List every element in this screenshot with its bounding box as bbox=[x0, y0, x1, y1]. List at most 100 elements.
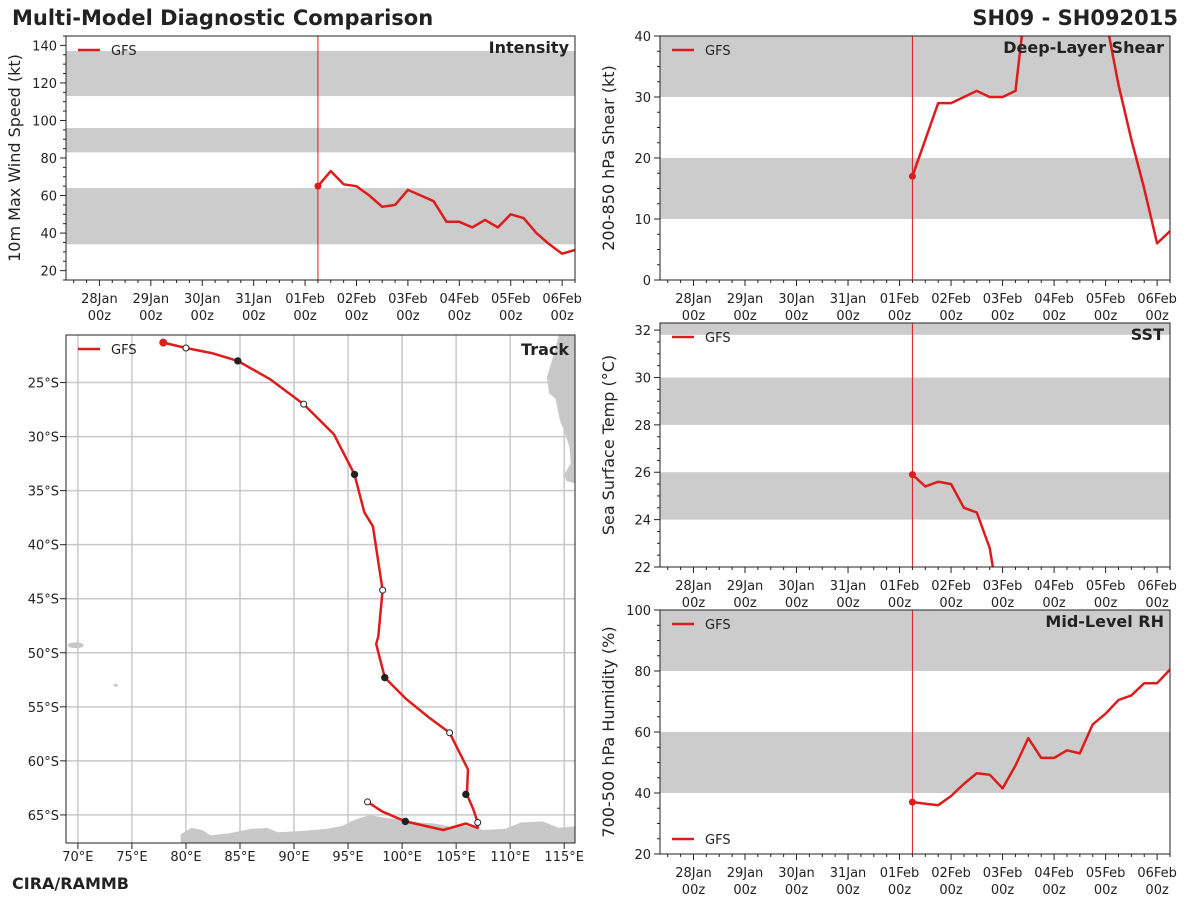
track-marker-9 bbox=[474, 818, 482, 826]
sst-title: SST bbox=[1131, 325, 1164, 344]
shear-xtick-hour-4: 00z bbox=[888, 309, 912, 324]
shear-title: Deep-Layer Shear bbox=[1003, 38, 1164, 57]
track-xtick-label-5: 95°E bbox=[332, 850, 363, 865]
sst-xtick-hour-2: 00z bbox=[785, 596, 809, 611]
rh-series-gfs bbox=[912, 668, 1170, 807]
intensity-xtick-hour-4: 00z bbox=[293, 309, 317, 324]
shear-ylabel: 200-850 hPa Shear (kt) bbox=[599, 65, 618, 251]
land-group bbox=[67, 335, 575, 843]
sst-xtick-hour-8: 00z bbox=[1094, 596, 1118, 611]
shear-ytick-label-1: 10 bbox=[634, 213, 651, 228]
sst-xtick-hour-3: 00z bbox=[836, 596, 860, 611]
track-marker-10 bbox=[401, 817, 410, 826]
rh-xtick-hour-1: 00z bbox=[733, 883, 757, 898]
shear-init-point bbox=[908, 172, 916, 180]
storm-id: SH09 - SH092015 bbox=[972, 6, 1178, 30]
shear-panel: 0 10 20 30 40 28Jan 00z 29Jan 00z 30Jan 00z 31Jan 00… bbox=[599, 30, 1177, 324]
rh-ytick-label-2: 60 bbox=[634, 726, 651, 741]
rh-init-point bbox=[908, 798, 916, 806]
track-xtick-label-8: 110°E bbox=[490, 850, 530, 865]
sst-band-1 bbox=[660, 377, 1170, 425]
track-marker-5 bbox=[379, 586, 387, 594]
sst-xtick-day-0: 28Jan bbox=[675, 579, 712, 594]
intensity-ytick-label-3: 80 bbox=[40, 152, 57, 167]
track-marker-6 bbox=[381, 673, 389, 682]
intensity-xtick-day-7: 04Feb bbox=[440, 292, 480, 307]
shear-xtick-day-5: 02Feb bbox=[931, 292, 971, 307]
rh-ytick-label-4: 100 bbox=[626, 604, 651, 619]
intensity-xtick-day-5: 02Feb bbox=[337, 292, 377, 307]
shear-xtick-hour-7: 00z bbox=[1042, 309, 1066, 324]
rh-ytick-label-0: 20 bbox=[634, 848, 651, 863]
shear-xtick-hour-6: 00z bbox=[991, 309, 1015, 324]
intensity-xtick-day-3: 31Jan bbox=[235, 292, 272, 307]
intensity-xtick-day-1: 29Jan bbox=[133, 292, 170, 307]
sst-xtick-day-7: 04Feb bbox=[1034, 579, 1074, 594]
intensity-ytick-label-6: 140 bbox=[32, 39, 57, 54]
shear-xtick-hour-5: 00z bbox=[939, 309, 963, 324]
sst-xtick-hour-5: 00z bbox=[939, 596, 963, 611]
sst-ytick-label-2: 26 bbox=[634, 466, 651, 481]
sst-xtick-day-3: 31Jan bbox=[830, 579, 867, 594]
shear-ytick-label-0: 0 bbox=[643, 274, 651, 289]
rh-xtick-hour-9: 00z bbox=[1145, 883, 1169, 898]
rh-ylabel: 700-500 hPa Humidity (%) bbox=[599, 626, 618, 837]
rh-xtick-day-5: 02Feb bbox=[931, 866, 971, 881]
shear-legend-label-0: GFS bbox=[705, 44, 731, 59]
intensity-xtick-day-9: 06Feb bbox=[542, 292, 582, 307]
rh-xtick-hour-0: 00z bbox=[682, 883, 706, 898]
intensity-xtick-day-4: 01Feb bbox=[285, 292, 325, 307]
intensity-init-point bbox=[314, 182, 322, 190]
track-panel: 70°E 75°E 80°E 85°E 90°E 95°E 100°E 105°E 110°E 1… bbox=[28, 334, 584, 865]
shear-band-1 bbox=[660, 36, 1170, 97]
intensity-ytick-label-1: 40 bbox=[40, 227, 57, 242]
sst-xtick-hour-4: 00z bbox=[888, 596, 912, 611]
sst-legend-label-0: GFS bbox=[705, 331, 731, 346]
track-ytick-label-0: 25°S bbox=[28, 377, 59, 392]
intensity-ytick-label-2: 60 bbox=[40, 190, 57, 205]
track-line-gfs bbox=[163, 341, 479, 832]
shear-xtick-day-3: 31Jan bbox=[830, 292, 867, 307]
rh-xtick-hour-3: 00z bbox=[836, 883, 860, 898]
sst-ytick-label-1: 24 bbox=[634, 514, 651, 529]
rh-band-0 bbox=[660, 732, 1170, 793]
track-ytick-label-6: 55°S bbox=[28, 701, 59, 716]
track-marker-4 bbox=[350, 470, 359, 479]
sst-xtick-hour-1: 00z bbox=[733, 596, 757, 611]
intensity-xtick-hour-5: 00z bbox=[345, 309, 369, 324]
sst-xtick-day-2: 30Jan bbox=[778, 579, 815, 594]
track-ytick-label-4: 45°S bbox=[28, 593, 59, 608]
intensity-xtick-hour-0: 00z bbox=[88, 309, 112, 324]
shear-xtick-day-8: 05Feb bbox=[1086, 292, 1126, 307]
antarctica-coast bbox=[180, 814, 575, 843]
rh-xtick-hour-2: 00z bbox=[785, 883, 809, 898]
track-legend-label-0: GFS bbox=[111, 343, 137, 358]
shear-ytick-label-3: 30 bbox=[634, 91, 651, 106]
rh-xtick-day-9: 06Feb bbox=[1137, 866, 1177, 881]
sst-frame bbox=[659, 322, 1171, 568]
shear-xtick-hour-8: 00z bbox=[1094, 309, 1118, 324]
track-xtick-label-9: 115°E bbox=[544, 850, 584, 865]
rh-xtick-day-7: 04Feb bbox=[1034, 866, 1074, 881]
sst-xtick-day-5: 02Feb bbox=[931, 579, 971, 594]
sst-xtick-day-8: 05Feb bbox=[1086, 579, 1126, 594]
rh-ytick-label-3: 80 bbox=[634, 665, 651, 680]
sst-ytick-label-4: 30 bbox=[634, 371, 651, 386]
sst-xtick-day-4: 01Feb bbox=[880, 579, 920, 594]
rh-xtick-hour-5: 00z bbox=[939, 883, 963, 898]
intensity-xtick-day-6: 03Feb bbox=[388, 292, 428, 307]
intensity-xtick-hour-8: 00z bbox=[499, 309, 523, 324]
rh-xtick-hour-4: 00z bbox=[888, 883, 912, 898]
sst-ytick-label-5: 32 bbox=[634, 324, 651, 339]
rh-band-1 bbox=[660, 610, 1170, 671]
track-title: Track bbox=[521, 340, 569, 359]
rh-xtick-hour-8: 00z bbox=[1094, 883, 1118, 898]
track-marker-0 bbox=[159, 338, 168, 347]
track-xtick-label-4: 90°E bbox=[278, 850, 309, 865]
intensity-band-2 bbox=[66, 51, 575, 97]
track-ytick-label-5: 50°S bbox=[28, 647, 59, 662]
shear-xtick-day-2: 30Jan bbox=[778, 292, 815, 307]
rh-xtick-day-0: 28Jan bbox=[675, 866, 712, 881]
track-xtick-label-6: 100°E bbox=[382, 850, 422, 865]
